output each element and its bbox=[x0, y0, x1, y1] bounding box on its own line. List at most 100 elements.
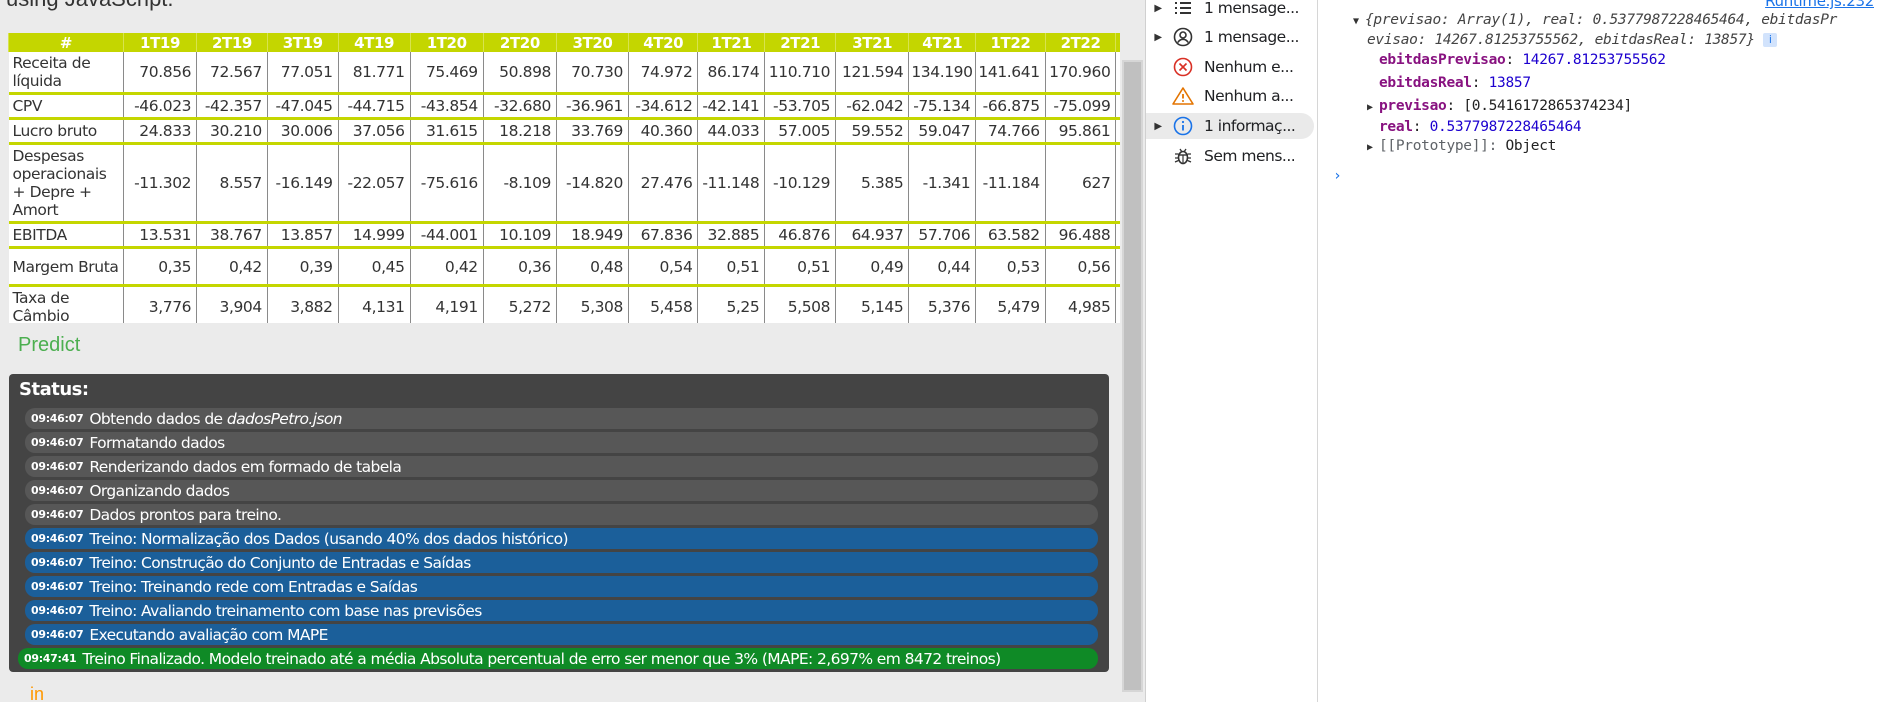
prototype-row[interactable]: ▶ [[Prototype]]: Object bbox=[1367, 138, 1557, 154]
table-cell: 0,35 bbox=[122, 247, 197, 287]
table-cell: 0,39 bbox=[266, 247, 339, 287]
table-cell: 0,42 bbox=[196, 247, 268, 287]
table-cell: -42.357 bbox=[196, 93, 268, 120]
console-sidebar-label: Sem mens... bbox=[1204, 147, 1296, 165]
predict-button[interactable]: Predict bbox=[18, 334, 81, 356]
object-summary[interactable]: ▼ {previsao: Array(1), real: 0.5377987228… bbox=[1353, 12, 1837, 28]
column-header: 1T22 bbox=[975, 33, 1046, 52]
table-cell: 3,882 bbox=[266, 285, 339, 323]
table-cell: 170.07 bbox=[1115, 52, 1120, 95]
status-line: 09:46:07 Treino: Avaliando treinamento co… bbox=[25, 600, 1098, 621]
table-cell: 10.109 bbox=[482, 222, 557, 249]
property-key: previsao bbox=[1379, 98, 1447, 114]
bug-icon bbox=[1170, 145, 1196, 167]
table-cell: 3,904 bbox=[196, 285, 268, 323]
console-sidebar-label: Nenhum a... bbox=[1204, 87, 1294, 105]
table-cell: 59.047 bbox=[908, 118, 976, 145]
column-header: 1T21 bbox=[697, 33, 765, 52]
table-cell: 5,479 bbox=[975, 285, 1046, 323]
expand-arrow-icon[interactable]: ▶ bbox=[1154, 2, 1162, 14]
table-cell: 64.937 bbox=[835, 222, 909, 249]
table-cell: 74.44 bbox=[1115, 222, 1120, 249]
status-text: Treino: Avaliando treinamento com base n… bbox=[89, 601, 482, 620]
console-sidebar-label: 1 informaç... bbox=[1204, 117, 1296, 135]
table-cell: 4,131 bbox=[337, 285, 411, 323]
object-property[interactable]: ▶ previsao: [0.5416172865374234] bbox=[1367, 98, 1632, 114]
object-summary-line1: {previsao: Array(1), real: 0.53779872284… bbox=[1365, 12, 1838, 28]
property-key: real bbox=[1379, 119, 1413, 135]
vertical-scrollbar[interactable] bbox=[1122, 60, 1143, 692]
property-value: 14267.81253755562 bbox=[1522, 52, 1666, 68]
table-cell: 141.641 bbox=[975, 52, 1046, 95]
column-header: 2T21 bbox=[764, 33, 836, 52]
console-sidebar-item[interactable]: Sem mens... bbox=[1146, 143, 1314, 169]
table-cell: -75.616 bbox=[409, 143, 484, 224]
table-cell: -36.961 bbox=[556, 93, 629, 120]
table-cell: 95.861 bbox=[1044, 118, 1116, 145]
object-property: ebitdasPrevisao: 14267.81253755562 bbox=[1379, 52, 1666, 68]
table-cell: -83.24 bbox=[1115, 93, 1120, 120]
status-time: 09:46:07 bbox=[31, 436, 84, 449]
table-cell: 38.767 bbox=[196, 222, 268, 249]
table-cell: -10.129 bbox=[764, 143, 836, 224]
status-line: 09:46:07 Organizando dados bbox=[25, 480, 1098, 501]
financial-table-container: #1T19 2T19 3T19 4T19 1T20 2T20 3T20 4T20 1T21 2T2… bbox=[8, 33, 1120, 323]
expanded-triangle-icon[interactable]: ▼ bbox=[1353, 16, 1359, 27]
console-sidebar: ▶ 1 mensage... ▶ 1 mensage... Nenhum e... Nen… bbox=[1146, 0, 1318, 702]
status-text: Renderizando dados em formado de tabela bbox=[89, 457, 402, 476]
table-cell: 0,51 bbox=[697, 247, 765, 287]
table-cell: 110.710 bbox=[764, 52, 836, 95]
table-cell: 0,54 bbox=[627, 247, 698, 287]
info-badge-icon[interactable]: i bbox=[1763, 33, 1778, 47]
column-header: 3T20 bbox=[556, 33, 629, 52]
expand-arrow-icon[interactable]: ▶ bbox=[1154, 31, 1162, 43]
table-cell: 70.730 bbox=[556, 52, 629, 95]
prototype-key: [[Prototype]] bbox=[1379, 138, 1489, 154]
row-label: Taxa de Câmbio bbox=[8, 285, 124, 323]
table-cell: 18.218 bbox=[482, 118, 557, 145]
console-prompt[interactable]: › bbox=[1333, 168, 1342, 184]
devtools-console-panel: ▶ 1 mensage... ▶ 1 mensage... Nenhum e... Nen… bbox=[1145, 0, 1894, 702]
column-header: 4T19 bbox=[337, 33, 411, 52]
table-cell: 134.190 bbox=[908, 52, 976, 95]
console-sidebar-item[interactable]: Nenhum e... bbox=[1146, 54, 1314, 80]
table-cell: 13.531 bbox=[122, 222, 197, 249]
source-link[interactable]: Runtime.js:232 bbox=[1765, 0, 1874, 10]
table-row: Margem Bruta 0,35 0,42 0,39 0,45 0,42 0,36 0,48… bbox=[8, 247, 1120, 287]
table-cell: 74.972 bbox=[627, 52, 698, 95]
collapsed-triangle-icon[interactable]: ▶ bbox=[1367, 102, 1373, 113]
collapsed-triangle-icon[interactable]: ▶ bbox=[1367, 142, 1373, 153]
console-sidebar-label: 1 mensage... bbox=[1204, 28, 1299, 46]
table-cell: 0,48 bbox=[556, 247, 629, 287]
console-sidebar-item[interactable]: ▶ 1 informaç... bbox=[1146, 113, 1314, 139]
expand-arrow-icon[interactable]: ▶ bbox=[1154, 120, 1162, 132]
table-cell: 121.594 bbox=[835, 52, 909, 95]
table-cell: 0,44 bbox=[908, 247, 976, 287]
list-icon bbox=[1170, 0, 1196, 19]
status-time: 09:46:07 bbox=[31, 532, 84, 545]
status-text: Formatando dados bbox=[89, 433, 225, 452]
table-cell: -66.875 bbox=[975, 93, 1046, 120]
scrollbar-thumb[interactable] bbox=[1124, 62, 1141, 690]
property-value: 13857 bbox=[1488, 75, 1531, 91]
table-cell: 5,145 bbox=[835, 285, 909, 323]
console-sidebar-item[interactable]: ▶ 1 mensage... bbox=[1146, 0, 1314, 21]
column-header: 2T20 bbox=[482, 33, 557, 52]
table-cell: -11.184 bbox=[975, 143, 1046, 224]
table-cell: 30.006 bbox=[266, 118, 339, 145]
table-cell: 0,56 bbox=[1044, 247, 1116, 287]
console-sidebar-label: 1 mensage... bbox=[1204, 0, 1299, 17]
table-cell: -53.705 bbox=[764, 93, 836, 120]
table-cell: -44.001 bbox=[409, 222, 484, 249]
row-label: Despesas operacionais + Depre + Amort bbox=[8, 143, 124, 224]
status-time: 09:46:07 bbox=[31, 460, 84, 473]
prompt-caret-icon: › bbox=[1333, 168, 1342, 184]
console-sidebar-item[interactable]: Nenhum a... bbox=[1146, 83, 1314, 109]
status-text: Obtendo dados de bbox=[89, 409, 227, 428]
status-line: 09:46:07 Obtendo dados de dadosPetro.json bbox=[25, 408, 1098, 429]
row-label: EBITDA bbox=[8, 222, 124, 249]
status-text: Executando avaliação com MAPE bbox=[89, 625, 328, 644]
console-sidebar-item[interactable]: ▶ 1 mensage... bbox=[1146, 24, 1314, 50]
info-icon bbox=[1170, 115, 1196, 137]
row-label: CPV bbox=[8, 93, 124, 120]
